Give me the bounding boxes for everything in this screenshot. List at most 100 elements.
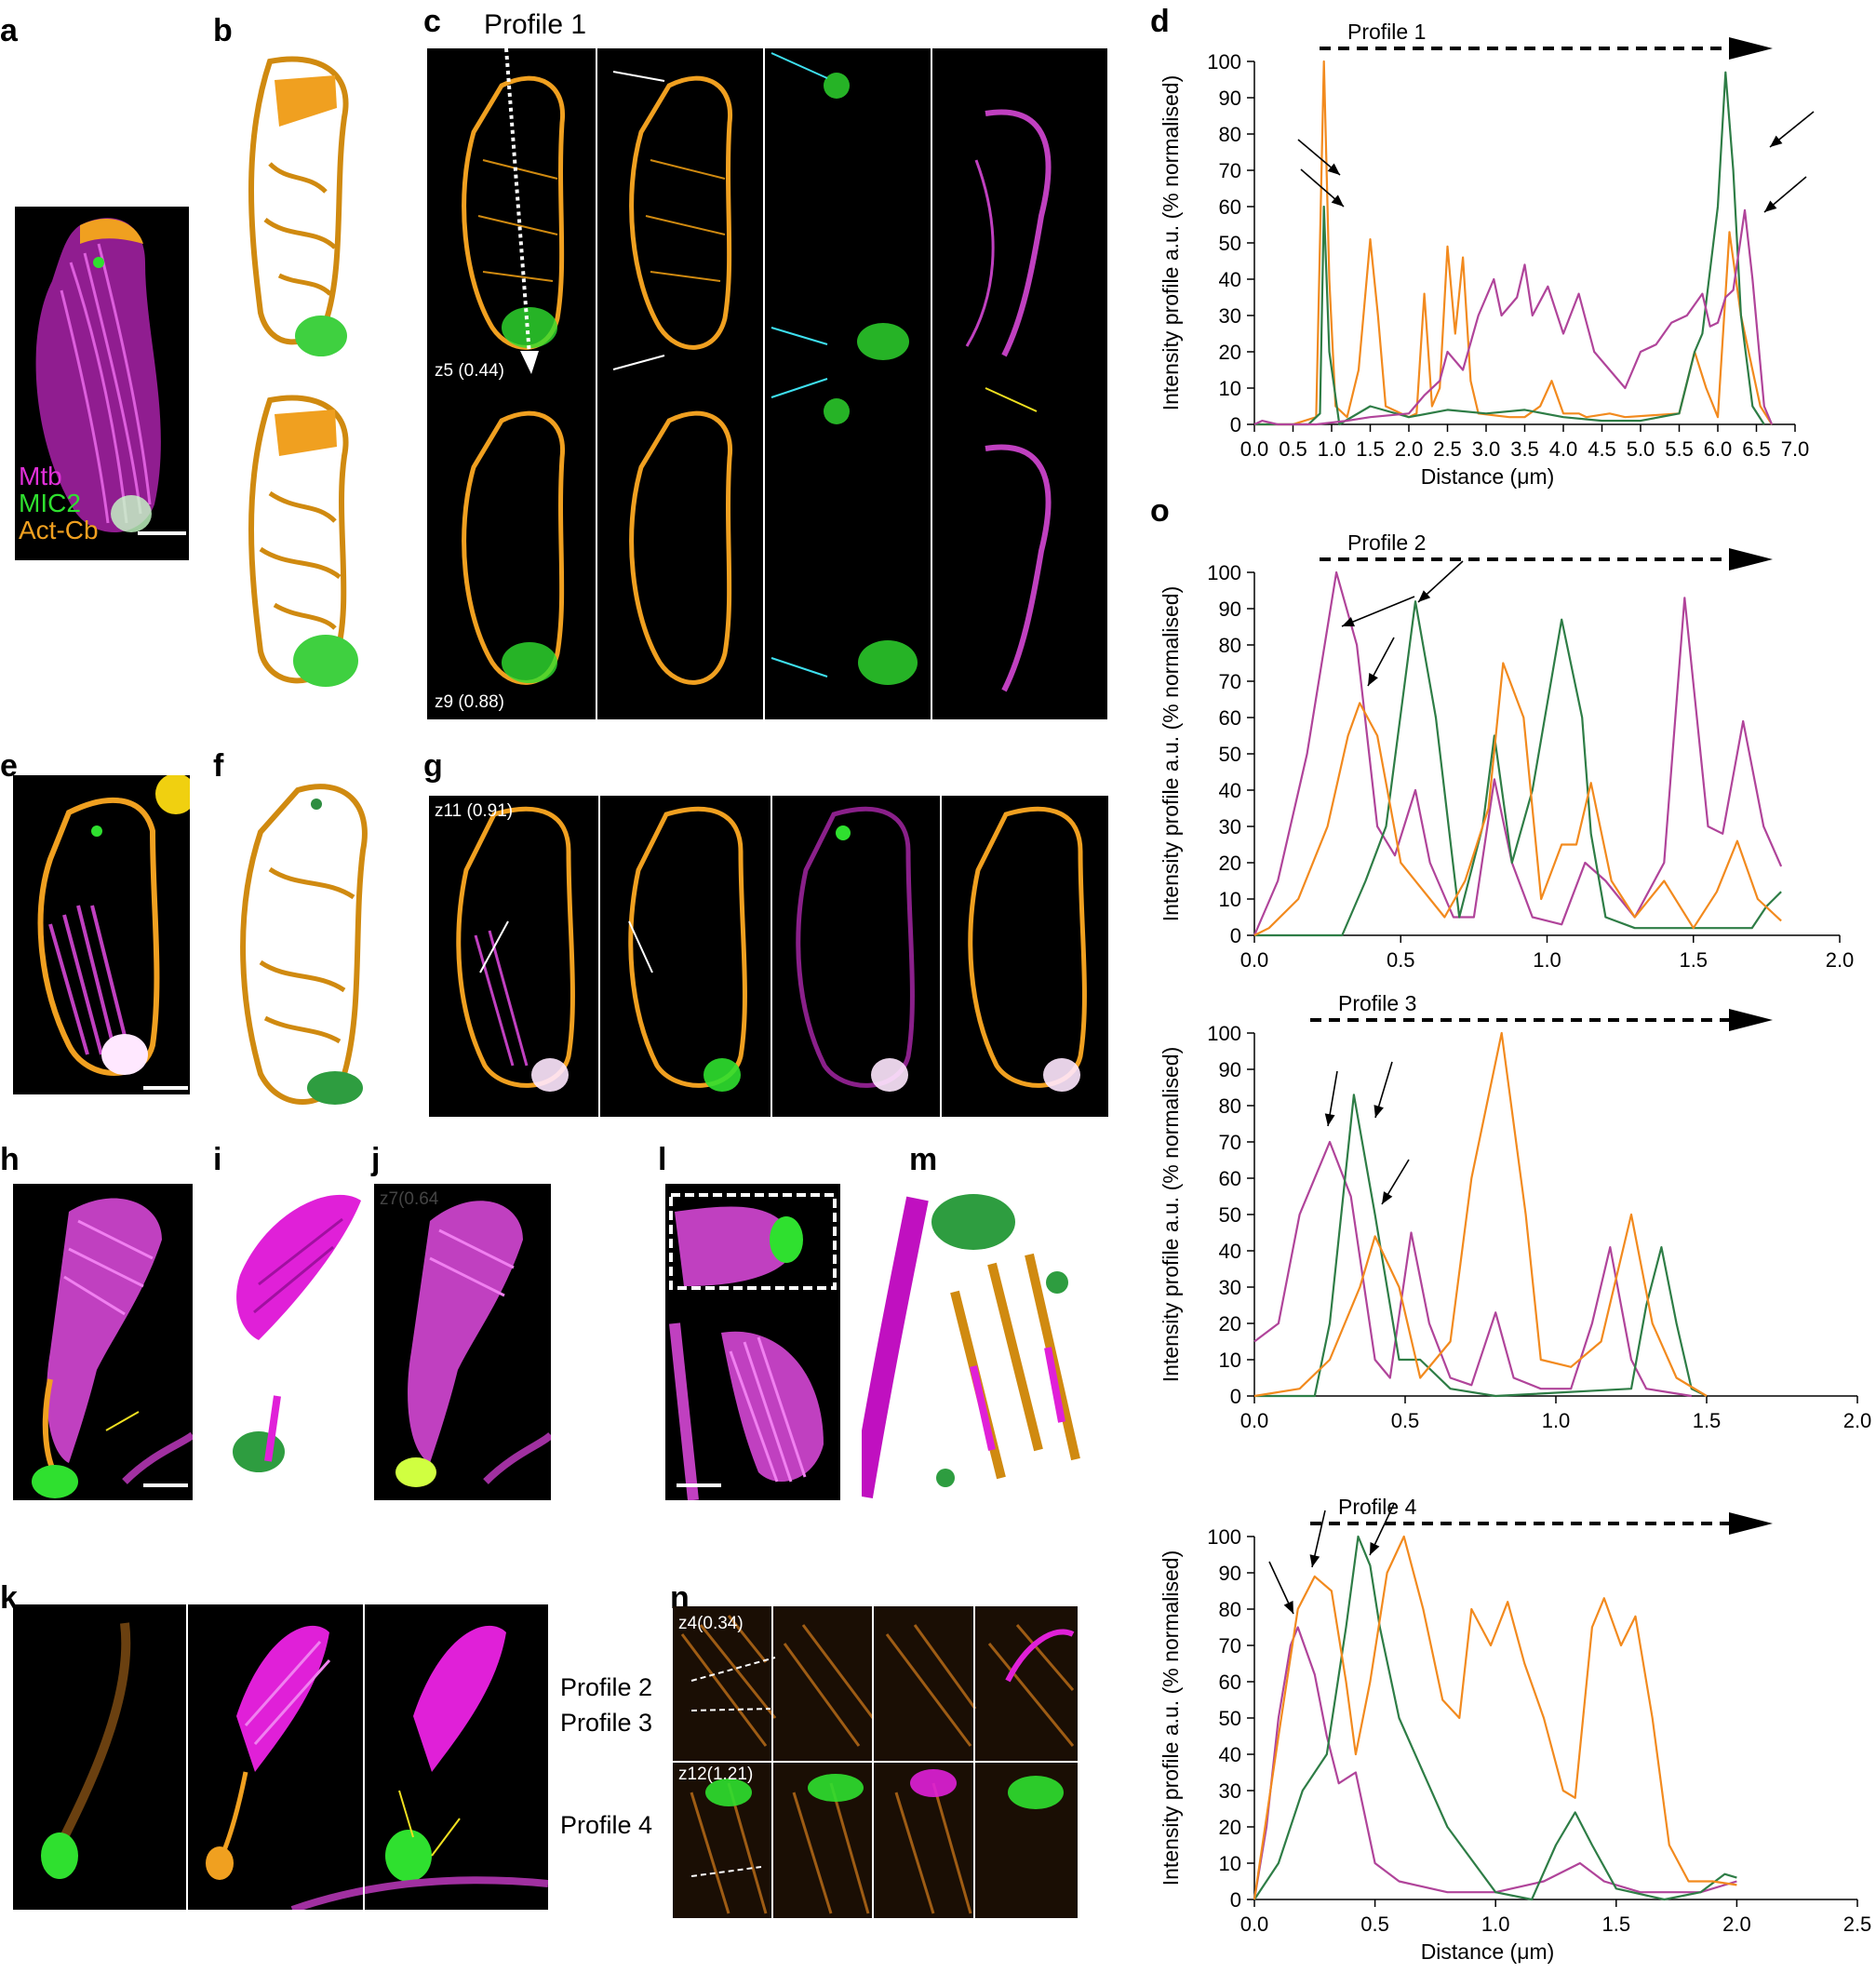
annotation-arrow-head [1342,617,1355,627]
profile-arrow-head [1729,548,1773,570]
profile-title: Profile 4 [1338,1495,1417,1519]
divider [363,1604,365,1910]
profile-title: Profile 2 [1347,530,1426,555]
x-tick-label: 2.0 [1843,1409,1872,1432]
y-tick-label: 80 [1219,634,1241,657]
micrograph-a [15,207,189,560]
profile-title: Profile 1 [1347,20,1426,44]
profile-arrow-head [1729,1009,1773,1031]
divider [940,796,942,1117]
micrograph-k [13,1604,548,1910]
panel-label-f: f [213,748,224,784]
annotation-arrow-head [1370,1542,1380,1555]
panel-label-g: g [423,748,443,784]
y-tick-label: 10 [1219,377,1241,400]
x-tick-label: 5.5 [1665,437,1694,461]
y-tick-label: 90 [1219,1562,1241,1585]
divider [598,796,600,1117]
annotation-arrow-head [1368,673,1378,686]
y-tick-label: 80 [1219,1598,1241,1621]
y-tick-label: 60 [1219,706,1241,730]
panel-label-h: h [0,1142,20,1177]
z-label-g: z11 (0.91) [435,801,514,821]
legend-mtb: Mtb [19,462,62,490]
y-axis-label: Intensity profile a.u. (% normalised) [1159,75,1183,411]
x-tick-label: 0.0 [1240,437,1269,461]
y-tick-label: 50 [1219,1707,1241,1730]
render-b-bottom [233,391,372,698]
y-tick-label: 0 [1230,1888,1241,1912]
panel-label-m: m [909,1142,938,1177]
series-line-green [1253,1535,1737,1901]
x-tick-label: 0.5 [1391,1409,1420,1432]
panel-label-o: o [1150,493,1170,529]
series-line-magenta [1253,1140,1692,1398]
panel-label-n: n [670,1580,690,1616]
render-m [851,1180,1090,1506]
x-tick-label: 3.5 [1510,437,1539,461]
divider [763,48,765,719]
micrograph-e [13,775,190,1094]
series-line-magenta [1253,208,1774,426]
micrograph-g: z11 (0.91) [429,796,1108,1117]
y-tick-label: 20 [1219,1816,1241,1839]
y-axis-label: Intensity profile a.u. (% normalised) [1159,1047,1183,1383]
annotation-arrow-head [1309,1554,1320,1567]
y-tick-label: 10 [1219,1349,1241,1372]
y-tick-label: 50 [1219,232,1241,255]
y-tick-label: 50 [1219,743,1241,766]
y-tick-label: 50 [1219,1203,1241,1227]
y-tick-label: 0 [1230,924,1241,947]
z-label-c-bottom: z9 (0.88) [435,692,504,712]
x-tick-label: 4.5 [1588,437,1616,461]
divider [931,48,932,719]
x-axis-label: Distance (μm) [1421,1939,1555,1964]
y-tick-label: 40 [1219,1743,1241,1766]
y-tick-label: 100 [1207,1022,1241,1045]
y-tick-label: 30 [1219,1779,1241,1803]
series-line-green [1254,600,1782,937]
x-tick-label: 2.0 [1722,1913,1751,1936]
y-tick-label: 80 [1219,1094,1241,1118]
x-tick-label: 1.0 [1481,1913,1510,1936]
micrograph-c: z5 (0.44) z9 (0.88) [427,48,1107,719]
side-label-profile-4: Profile 4 [560,1811,653,1839]
y-tick-label: 60 [1219,1167,1241,1190]
panel-label-l: l [658,1142,667,1177]
side-label-profile-2: Profile 2 [560,1673,653,1701]
z-label-c-top: z5 (0.44) [435,361,504,381]
series-line-orange [1253,1031,1708,1398]
scale-bar [677,1483,721,1487]
x-tick-label: 2.0 [1395,437,1424,461]
series-line-magenta [1253,1626,1737,1900]
series-line-orange [1253,1535,1737,1900]
z-label-n-bottom: z12(1.21) [678,1765,754,1784]
legend-act-cb: Act-Cb [19,516,99,544]
annotation-arrow-head [1764,200,1777,212]
y-tick-label: 70 [1219,1131,1241,1154]
x-tick-label: 1.0 [1542,1409,1571,1432]
x-tick-label: 2.0 [1826,948,1855,972]
y-tick-label: 90 [1219,597,1241,621]
y-tick-label: 20 [1219,341,1241,364]
x-axis-label: Distance (μm) [1421,464,1555,489]
x-tick-label: 1.5 [1602,1913,1631,1936]
y-tick-label: 60 [1219,195,1241,219]
annotation-arrow-head [1324,1113,1335,1126]
render-f [223,776,386,1121]
divider [673,1761,1078,1763]
x-tick-label: 2.5 [1843,1913,1872,1936]
z-label-j: z7(0.64 [380,1189,439,1209]
x-tick-label: 5.0 [1627,437,1655,461]
annotation-arrow [1341,596,1415,627]
y-tick-label: 90 [1219,87,1241,110]
divider [770,796,772,1117]
side-label-profile-3: Profile 3 [560,1709,653,1737]
x-tick-label: 1.5 [1679,948,1708,972]
panel-label-a: a [0,13,18,48]
scale-bar [143,1483,188,1487]
x-tick-label: 0.5 [1387,948,1415,972]
x-tick-label: 4.0 [1549,437,1578,461]
x-tick-label: 1.0 [1318,437,1347,461]
panel-label-e: e [0,748,18,784]
